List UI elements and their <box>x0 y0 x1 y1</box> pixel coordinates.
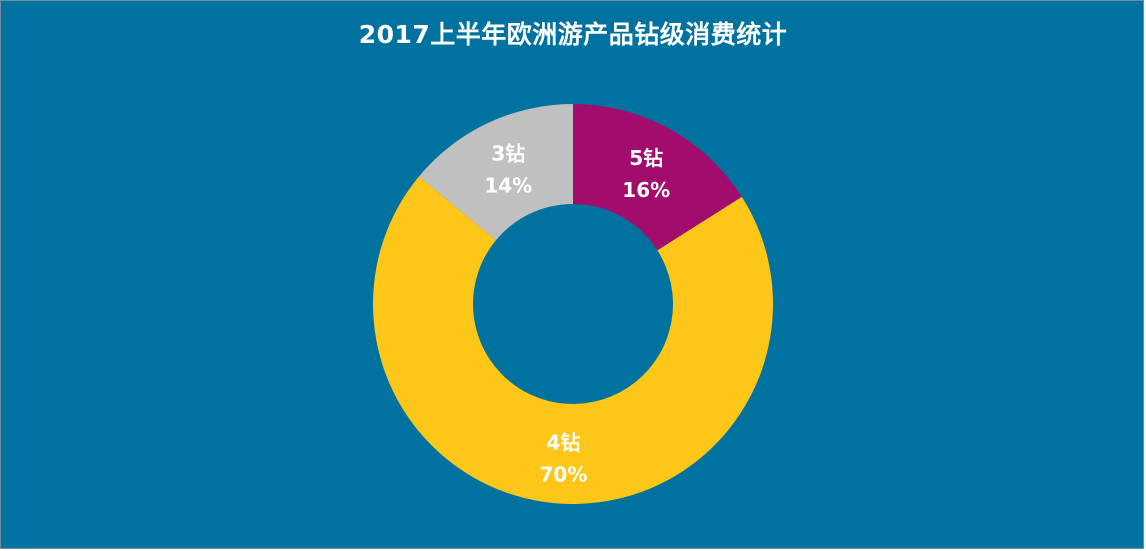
chart-title: 2017上半年欧洲游产品钻级消费统计 <box>358 20 788 49</box>
slice-label-3: 3钻 <box>491 141 525 165</box>
slice-label-1: 5钻 <box>629 146 663 170</box>
donut-slice-1 <box>573 104 742 251</box>
slice-label-2: 4钻 <box>546 431 580 455</box>
slice-percent-3: 14% <box>484 173 532 197</box>
slice-percent-2: 70% <box>540 463 588 487</box>
donut-slice-2 <box>372 176 773 504</box>
donut-slice-3 <box>418 104 573 241</box>
slice-percent-1: 16% <box>622 178 670 202</box>
